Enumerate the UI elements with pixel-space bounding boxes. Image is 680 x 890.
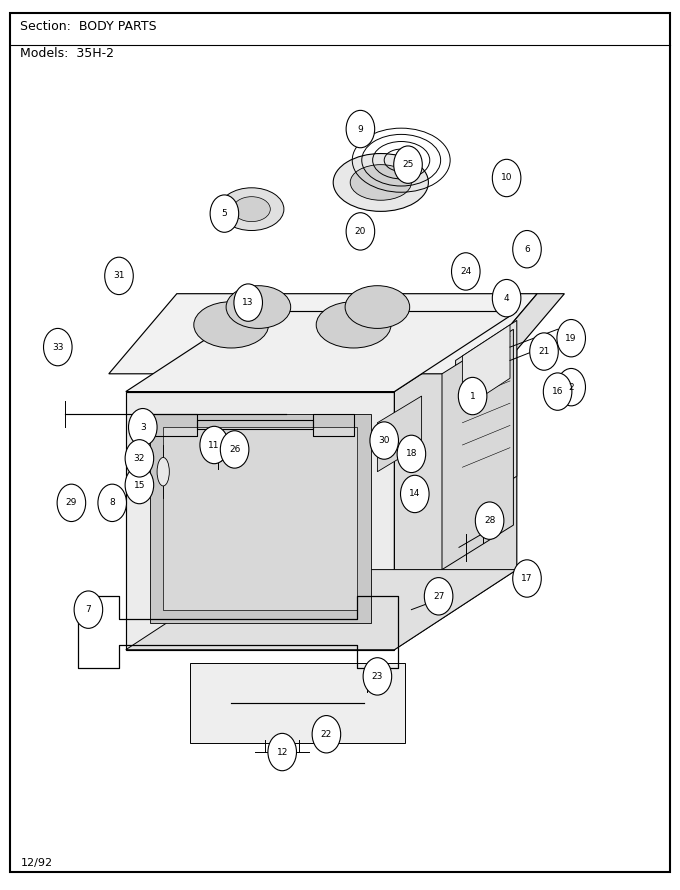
Circle shape <box>125 440 154 477</box>
Text: 22: 22 <box>321 730 332 739</box>
Circle shape <box>210 195 239 232</box>
Text: 9: 9 <box>358 125 363 134</box>
Circle shape <box>234 284 262 321</box>
Circle shape <box>394 146 422 183</box>
Circle shape <box>346 213 375 250</box>
Ellipse shape <box>226 286 291 328</box>
Polygon shape <box>394 312 517 650</box>
Circle shape <box>125 466 154 504</box>
Polygon shape <box>126 392 394 650</box>
Text: 30: 30 <box>379 436 390 445</box>
Text: 11: 11 <box>209 441 220 449</box>
Text: 23: 23 <box>372 672 383 681</box>
Circle shape <box>513 231 541 268</box>
Circle shape <box>57 484 86 522</box>
Text: 21: 21 <box>539 347 549 356</box>
Text: 16: 16 <box>552 387 563 396</box>
Circle shape <box>74 591 103 628</box>
Circle shape <box>268 733 296 771</box>
Circle shape <box>220 431 249 468</box>
Text: 13: 13 <box>243 298 254 307</box>
Circle shape <box>492 159 521 197</box>
Circle shape <box>397 435 426 473</box>
Circle shape <box>129 409 157 446</box>
Text: 1: 1 <box>470 392 475 401</box>
Text: 32: 32 <box>134 454 145 463</box>
Circle shape <box>557 368 585 406</box>
Ellipse shape <box>345 286 409 328</box>
Text: 4: 4 <box>504 294 509 303</box>
Circle shape <box>513 560 541 597</box>
Text: 15: 15 <box>134 481 145 490</box>
Text: 12: 12 <box>277 748 288 756</box>
Text: 5: 5 <box>222 209 227 218</box>
Circle shape <box>424 578 453 615</box>
Polygon shape <box>442 329 513 570</box>
Circle shape <box>557 320 585 357</box>
Text: 20: 20 <box>355 227 366 236</box>
Polygon shape <box>163 427 357 610</box>
Circle shape <box>44 328 72 366</box>
Circle shape <box>346 110 375 148</box>
Polygon shape <box>126 312 517 392</box>
Polygon shape <box>377 396 422 472</box>
Polygon shape <box>462 325 510 409</box>
Circle shape <box>543 373 572 410</box>
Ellipse shape <box>157 457 169 486</box>
Circle shape <box>492 279 521 317</box>
Circle shape <box>530 333 558 370</box>
Ellipse shape <box>316 302 391 348</box>
Circle shape <box>105 257 133 295</box>
Ellipse shape <box>333 153 428 211</box>
Circle shape <box>370 422 398 459</box>
Circle shape <box>98 484 126 522</box>
Circle shape <box>458 377 487 415</box>
Text: 31: 31 <box>114 271 124 280</box>
Ellipse shape <box>350 165 411 200</box>
Ellipse shape <box>233 197 271 222</box>
Text: 12/92: 12/92 <box>20 858 52 869</box>
Text: 2: 2 <box>568 383 574 392</box>
Text: 18: 18 <box>406 449 417 458</box>
Text: 14: 14 <box>409 490 420 498</box>
Circle shape <box>452 253 480 290</box>
Circle shape <box>312 716 341 753</box>
Text: 29: 29 <box>66 498 77 507</box>
Text: 33: 33 <box>52 343 63 352</box>
Text: 10: 10 <box>501 174 512 182</box>
Text: 3: 3 <box>140 423 146 432</box>
Text: 8: 8 <box>109 498 115 507</box>
Text: 7: 7 <box>86 605 91 614</box>
Polygon shape <box>190 663 405 743</box>
Polygon shape <box>456 320 517 516</box>
Ellipse shape <box>219 188 284 231</box>
Circle shape <box>475 502 504 539</box>
Text: 19: 19 <box>566 334 577 343</box>
Text: 17: 17 <box>522 574 532 583</box>
Text: Models:  35H-2: Models: 35H-2 <box>20 47 114 60</box>
Text: 24: 24 <box>460 267 471 276</box>
Circle shape <box>200 426 228 464</box>
Text: 26: 26 <box>229 445 240 454</box>
Polygon shape <box>150 414 371 623</box>
Text: 27: 27 <box>433 592 444 601</box>
Text: 28: 28 <box>484 516 495 525</box>
Polygon shape <box>109 294 537 374</box>
Text: 25: 25 <box>403 160 413 169</box>
Polygon shape <box>126 570 517 650</box>
Polygon shape <box>469 294 564 374</box>
Text: Section:  BODY PARTS: Section: BODY PARTS <box>20 20 157 33</box>
Ellipse shape <box>194 302 269 348</box>
Text: 6: 6 <box>524 245 530 254</box>
Circle shape <box>363 658 392 695</box>
Circle shape <box>401 475 429 513</box>
